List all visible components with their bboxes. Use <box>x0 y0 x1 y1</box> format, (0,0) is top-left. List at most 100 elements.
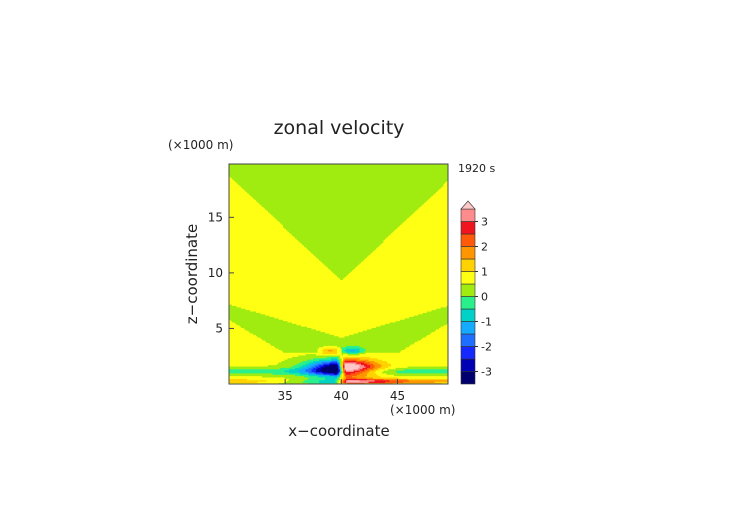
field-cell <box>274 351 276 353</box>
field-cell <box>325 375 327 378</box>
field-cell <box>320 356 323 359</box>
field-cell <box>244 352 246 355</box>
field-cell <box>391 360 393 363</box>
field-cell <box>308 359 311 361</box>
field-cell <box>274 346 276 349</box>
field-cell <box>395 368 398 371</box>
field-cell <box>404 346 407 349</box>
field-cell <box>329 367 332 370</box>
field-cell <box>421 357 423 360</box>
field-cell <box>368 378 371 381</box>
field-cell <box>299 366 302 368</box>
field-cell <box>317 363 320 366</box>
field-cell <box>335 345 338 348</box>
field-cell <box>307 364 309 367</box>
field-cell <box>353 351 356 353</box>
field-cell <box>290 381 293 383</box>
field-cell <box>370 359 372 361</box>
field-cell <box>284 344 287 346</box>
field-cell <box>445 359 447 361</box>
field-cell <box>320 374 323 377</box>
field-cell <box>376 371 378 374</box>
field-cell <box>431 357 434 360</box>
field-cell <box>395 362 398 364</box>
field-cell <box>286 377 288 379</box>
field-cell <box>403 348 405 350</box>
field-cell <box>404 362 407 364</box>
field-cell <box>436 356 438 359</box>
field-cell <box>401 348 404 350</box>
field-cell <box>242 371 245 374</box>
field-cell <box>353 357 356 360</box>
field-cell <box>415 348 417 350</box>
field-cell <box>305 374 308 377</box>
field-cell <box>239 353 242 356</box>
field-cell <box>434 352 437 355</box>
field-cell <box>230 382 233 385</box>
field-cell <box>389 344 392 346</box>
field-cell <box>364 363 366 366</box>
field-cell <box>277 362 279 364</box>
field-cell <box>353 382 356 385</box>
field-cell <box>428 374 431 377</box>
field-cell <box>266 382 269 385</box>
field-cell <box>338 367 341 370</box>
field-cell <box>262 366 264 368</box>
field-cell <box>289 344 291 346</box>
field-cell <box>272 370 275 372</box>
field-cell <box>385 346 387 349</box>
field-cell <box>335 375 338 378</box>
field-cell <box>287 367 290 370</box>
field-cell <box>416 382 419 385</box>
field-cell <box>232 348 234 350</box>
field-cell <box>292 379 294 382</box>
field-cell <box>236 377 239 379</box>
field-cell <box>431 377 434 379</box>
field-cell <box>238 373 240 375</box>
field-cell <box>328 381 330 383</box>
field-cell <box>353 378 356 381</box>
field-cell <box>400 360 402 363</box>
field-cell <box>286 381 288 383</box>
field-cell <box>362 375 365 378</box>
field-cell <box>365 374 368 377</box>
field-cell <box>235 362 237 364</box>
field-cell <box>443 352 446 355</box>
field-cell <box>236 370 239 372</box>
field-cell <box>292 345 294 348</box>
field-cell <box>241 368 243 371</box>
field-cell <box>431 355 434 357</box>
field-cell <box>302 357 305 360</box>
field-cell <box>232 359 234 361</box>
field-cell <box>374 371 377 374</box>
field-cell <box>371 375 374 378</box>
field-cell <box>394 363 396 366</box>
field-cell <box>265 345 267 348</box>
field-cell <box>275 367 278 370</box>
field-cell <box>409 346 411 349</box>
field-cell <box>442 351 444 353</box>
field-cell <box>247 355 249 357</box>
field-cell <box>431 363 434 366</box>
field-cell <box>400 346 402 349</box>
field-cell <box>436 355 438 357</box>
field-cell <box>403 370 405 372</box>
field-cell <box>337 348 339 350</box>
field-cell <box>290 370 293 372</box>
field-cell <box>311 345 314 348</box>
field-cell <box>376 346 378 349</box>
field-cell <box>308 374 311 377</box>
field-cell <box>353 355 356 357</box>
field-cell <box>436 363 438 366</box>
field-cell <box>401 377 404 379</box>
field-cell <box>397 353 399 356</box>
field-cell <box>413 346 416 349</box>
field-cell <box>346 346 348 349</box>
field-cell <box>332 349 335 352</box>
field-cell <box>332 367 335 370</box>
field-cell <box>308 381 311 383</box>
field-cell <box>418 374 420 377</box>
field-cell <box>442 359 444 361</box>
field-cell <box>368 363 371 366</box>
field-cell <box>298 373 300 375</box>
